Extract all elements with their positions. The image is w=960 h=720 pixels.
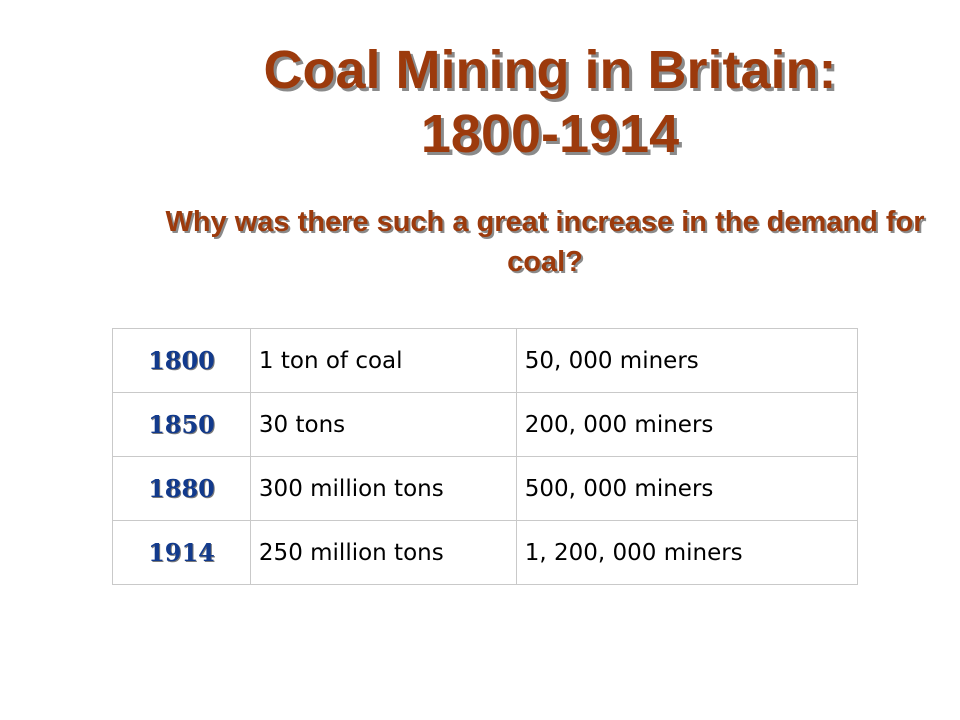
year-cell: 1850	[112, 392, 251, 457]
table-row: 1850 30 tons 200, 000 miners	[112, 392, 859, 457]
miners-cell: 500, 000 miners	[515, 456, 859, 521]
miners-cell: 200, 000 miners	[515, 392, 859, 457]
year-cell: 1914	[112, 520, 251, 585]
title-line-1: Coal Mining in Britain:	[263, 40, 837, 100]
coal-amount-cell: 1 ton of coal	[249, 328, 517, 393]
coal-amount-cell: 30 tons	[249, 392, 517, 457]
miners-cell: 50, 000 miners	[515, 328, 859, 393]
year-cell: 1800	[112, 328, 251, 393]
slide-subtitle: Why was there such a great increase in t…	[165, 206, 925, 278]
coal-data-table: 1800 1 ton of coal 50, 000 miners 1850 3…	[112, 328, 859, 585]
slide-title: Coal Mining in Britain: 1800-1914	[130, 38, 960, 166]
table-row: 1914 250 million tons 1, 200, 000 miners	[112, 520, 859, 585]
year-cell: 1880	[112, 456, 251, 521]
coal-amount-cell: 300 million tons	[249, 456, 517, 521]
title-line-2: 1800-1914	[420, 104, 680, 164]
table-row: 1880 300 million tons 500, 000 miners	[112, 456, 859, 521]
miners-cell: 1, 200, 000 miners	[515, 520, 859, 585]
coal-amount-cell: 250 million tons	[249, 520, 517, 585]
table-row: 1800 1 ton of coal 50, 000 miners	[112, 328, 859, 393]
